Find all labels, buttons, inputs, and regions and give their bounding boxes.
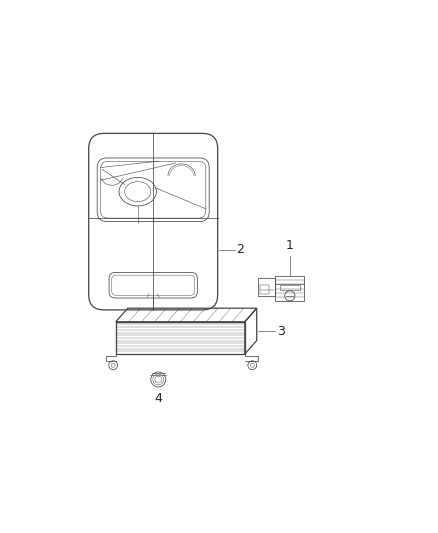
Text: 2: 2 <box>237 244 244 256</box>
Bar <box>276 276 304 302</box>
Text: 3: 3 <box>277 325 285 337</box>
Text: 1: 1 <box>286 239 294 252</box>
Bar <box>116 322 245 354</box>
Bar <box>280 285 300 290</box>
Bar <box>260 285 269 294</box>
Bar <box>258 278 276 296</box>
Text: 4: 4 <box>154 392 162 405</box>
